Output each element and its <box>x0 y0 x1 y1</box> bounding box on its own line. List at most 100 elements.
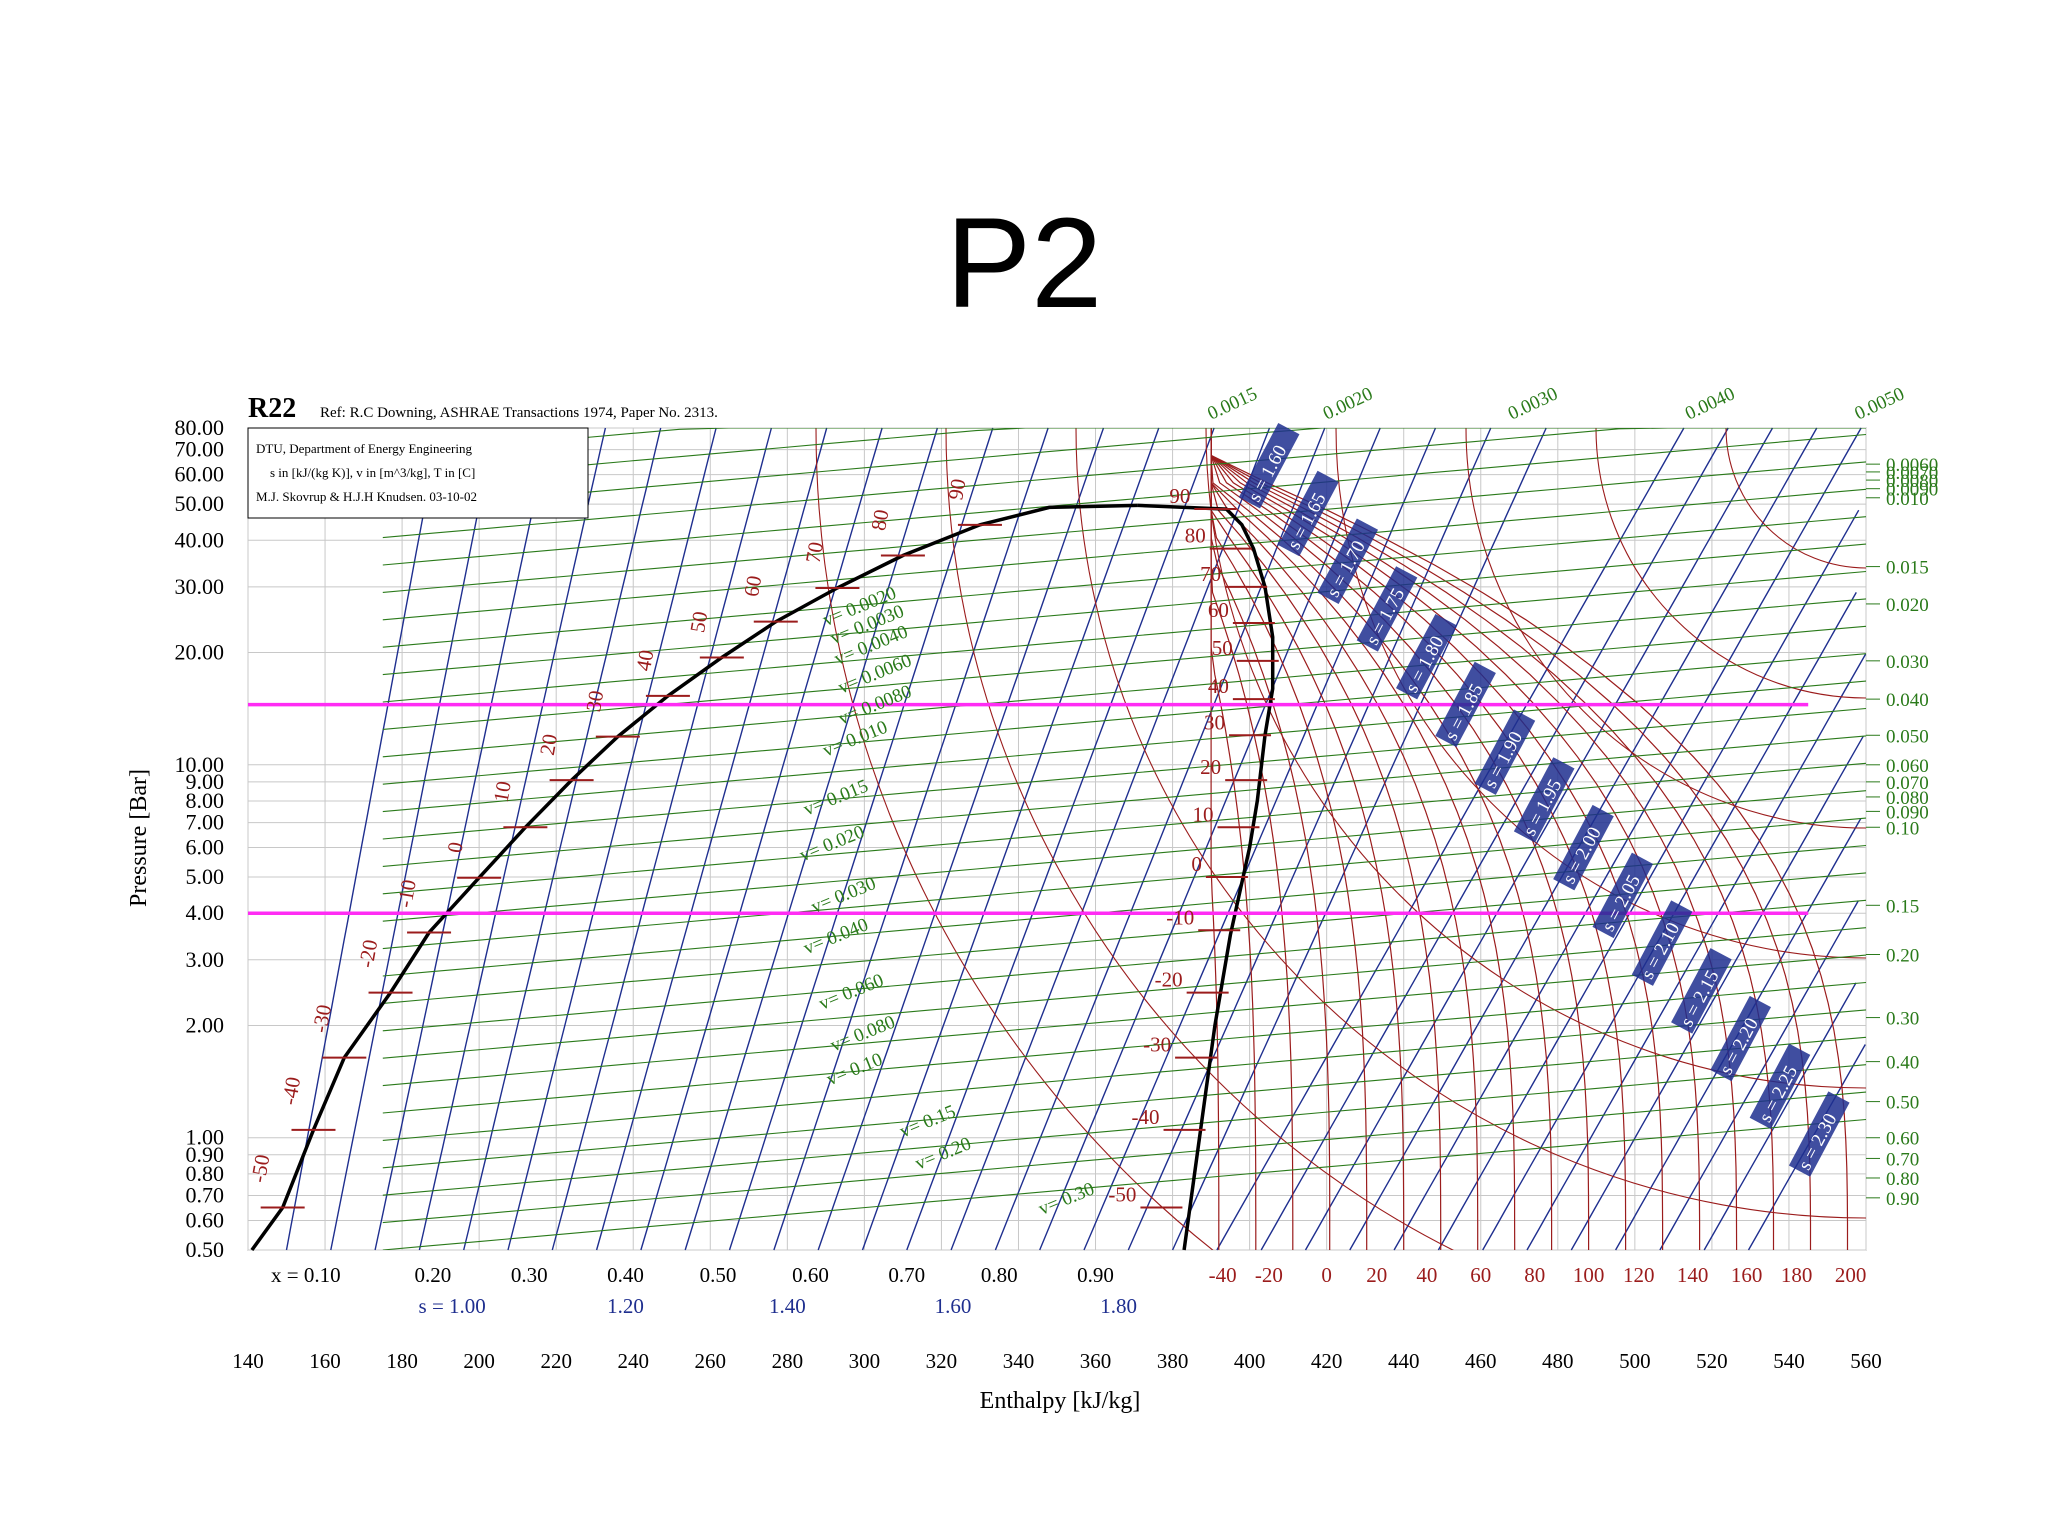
entropy-bottom-label: 1.80 <box>1100 1294 1137 1318</box>
isochore-line <box>382 428 1866 539</box>
isochore-line <box>382 927 1866 1059</box>
volume-right-label: 0.0080 <box>1886 471 1938 492</box>
isochore-line <box>382 570 1866 703</box>
volume-right-label: 0.60 <box>1886 1129 1919 1150</box>
liquid-temp-label: -10 <box>392 878 420 910</box>
x-tick-label: 380 <box>1157 1349 1189 1373</box>
entropy-label-bg <box>1435 661 1496 748</box>
y-tick-label: 2.00 <box>186 1012 225 1037</box>
volume-top-label: 0.0050 <box>1852 383 1908 424</box>
x-tick-label: 140 <box>232 1349 264 1373</box>
volume-right-label: 0.070 <box>1886 773 1929 794</box>
entropy-label-bg <box>1631 900 1693 986</box>
isochore-line <box>382 735 1866 867</box>
x-tick-label: 320 <box>926 1349 958 1373</box>
liquid-temp-label: -30 <box>308 1003 336 1035</box>
isotherm-line <box>1210 428 1812 1250</box>
entropy-bottom-label: s = 1.00 <box>419 1294 486 1318</box>
isochore-line <box>382 1009 1866 1141</box>
volume-right-label: 0.30 <box>1886 1009 1919 1030</box>
quality-label: 0.50 <box>700 1263 737 1287</box>
isochore-line <box>382 653 1866 785</box>
temperature-bottom-label: 80 <box>1524 1263 1545 1287</box>
vapor-temp-label: 30 <box>1204 710 1225 734</box>
y-tick-label: 0.70 <box>186 1183 225 1208</box>
entropy-label-bg <box>1788 1091 1850 1177</box>
temperature-bottom-label: -20 <box>1255 1263 1283 1287</box>
isentrope-line <box>640 427 883 1251</box>
temperature-bottom-label: 100 <box>1573 1263 1605 1287</box>
vapor-temp-label: -20 <box>1155 968 1183 992</box>
volume-right-label: 0.40 <box>1886 1053 1919 1074</box>
y-tick-label: 0.60 <box>186 1207 225 1232</box>
volume-right-label: 0.10 <box>1886 818 1919 839</box>
entropy-diag-label: s = 2.30 <box>1794 1110 1841 1174</box>
volume-right-label: 0.70 <box>1886 1149 1919 1170</box>
x-tick-label: 240 <box>617 1349 649 1373</box>
isochore-line <box>382 1036 1866 1169</box>
y-tick-label: 50.00 <box>175 491 225 516</box>
x-tick-label: 360 <box>1080 1349 1112 1373</box>
isentrope-line <box>950 427 1271 1251</box>
info-line-2: s in [kJ/(kg K)], v in [m^3/kg], T in [C… <box>270 465 475 480</box>
isentrope-line <box>551 427 773 1251</box>
temperature-bottom-label: 120 <box>1623 1263 1655 1287</box>
vapor-temp-label: 20 <box>1200 755 1221 779</box>
vapor-temp-label: 90 <box>1169 484 1190 508</box>
volume-top-label: 0.0040 <box>1682 383 1738 424</box>
isochore-line <box>382 433 1866 566</box>
x-tick-label: 220 <box>540 1349 572 1373</box>
isotherm-line <box>1210 428 1442 1250</box>
liquid-temp-label: -50 <box>246 1153 274 1185</box>
entropy-diag-label: s = 2.25 <box>1755 1062 1802 1126</box>
volume-top-label: 0.0030 <box>1505 383 1561 424</box>
y-tick-label: 6.00 <box>186 835 225 860</box>
volume-top-label: 0.0015 <box>1204 383 1260 424</box>
y-tick-label: 7.00 <box>186 810 225 835</box>
y-tick-label: 40.00 <box>175 527 225 552</box>
volume-right-label: 0.090 <box>1886 802 1929 823</box>
vapor-temp-label: 0 <box>1191 852 1202 876</box>
isotherm-arc <box>1725 428 1866 569</box>
volume-label: v= 0.030 <box>808 873 879 918</box>
volume-top-label: 0.0020 <box>1320 383 1376 424</box>
series-lines <box>248 702 1809 915</box>
isentrope-line <box>1083 427 1437 1251</box>
volume-right-label: 0.20 <box>1886 945 1919 966</box>
liquid-temp-label: -40 <box>277 1075 305 1107</box>
entropy-label-bg <box>1592 852 1654 939</box>
isotherm-line <box>1210 428 1479 1250</box>
isentrope-line <box>1570 735 1864 1251</box>
volume-right-label: 0.060 <box>1886 756 1929 777</box>
entropy-label-bg <box>1553 804 1614 891</box>
temperature-bottom-label: -40 <box>1209 1263 1237 1287</box>
x-tick-label: 340 <box>1003 1349 1035 1373</box>
info-line-1: DTU, Department of Energy Engineering <box>256 441 472 456</box>
isotherm-arc <box>1075 428 1866 1219</box>
isochore-line <box>382 762 1866 895</box>
y-tick-label: 4.00 <box>186 900 225 925</box>
y-tick-label: 5.00 <box>186 864 225 889</box>
chart-title: R22 <box>248 393 296 424</box>
isentrope-line <box>463 427 662 1251</box>
entropy-label-bg <box>1238 423 1300 509</box>
y-tick-label: 9.00 <box>186 769 225 794</box>
y-tick-label: 3.00 <box>186 947 225 972</box>
entropy-label-bg <box>1278 470 1339 557</box>
isochore-line <box>382 488 1866 621</box>
y-tick-label: 8.00 <box>186 788 225 813</box>
isentrope-line <box>728 427 994 1251</box>
isentrope-line <box>1039 427 1381 1251</box>
entropy-diag-label: s = 2.00 <box>1559 824 1606 888</box>
x-tick-label: 500 <box>1619 1349 1651 1373</box>
entropy-label-bg <box>1474 709 1536 795</box>
entropy-diag-label: s = 1.80 <box>1401 633 1448 697</box>
volume-right-label: 0.030 <box>1886 652 1929 673</box>
entropy-bottom-label: 1.60 <box>935 1294 972 1318</box>
vapor-temp-label: -50 <box>1108 1183 1136 1207</box>
temperature-bottom-label: 140 <box>1677 1263 1709 1287</box>
saturated-vapor-line <box>1137 503 1275 1251</box>
entropy-label-bg <box>1317 518 1379 604</box>
volume-right-label: 0.015 <box>1886 558 1929 579</box>
volume-right-label: 0.0090 <box>1886 480 1938 501</box>
